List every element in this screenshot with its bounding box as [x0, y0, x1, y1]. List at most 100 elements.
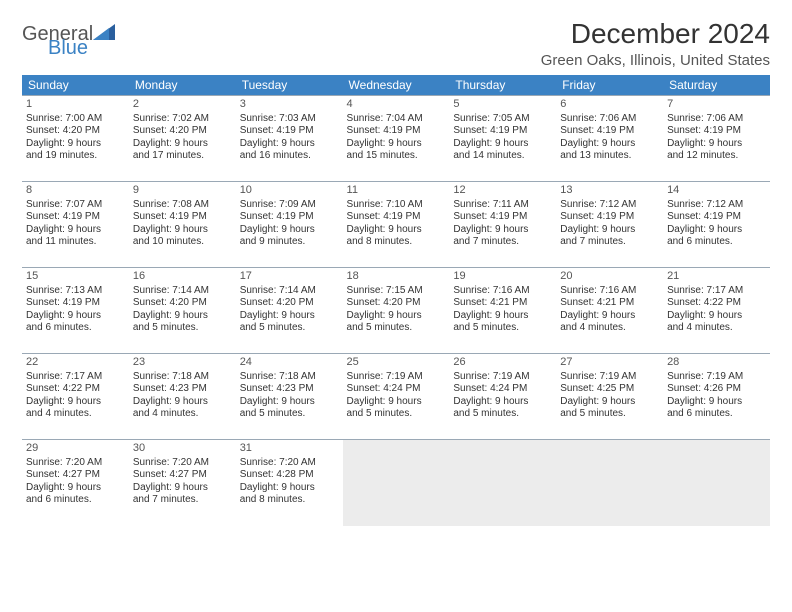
- daylight1-text: Daylight: 9 hours: [26, 138, 125, 151]
- day-number: 3: [240, 98, 339, 112]
- weekday-header: Thursday: [449, 75, 556, 96]
- sunrise-text: Sunrise: 7:19 AM: [347, 371, 446, 384]
- header: General Blue December 2024 Green Oaks, I…: [22, 18, 770, 69]
- calendar-week: 1Sunrise: 7:00 AMSunset: 4:20 PMDaylight…: [22, 96, 770, 182]
- calendar-day-cell: 10Sunrise: 7:09 AMSunset: 4:19 PMDayligh…: [236, 182, 343, 268]
- calendar-day-cell: 25Sunrise: 7:19 AMSunset: 4:24 PMDayligh…: [343, 354, 450, 440]
- daylight2-text: and 4 minutes.: [133, 408, 232, 421]
- sunrise-text: Sunrise: 7:12 AM: [667, 199, 766, 212]
- page-title: December 2024: [541, 18, 770, 50]
- day-number: 11: [347, 184, 446, 198]
- sunrise-text: Sunrise: 7:19 AM: [560, 371, 659, 384]
- day-number: 16: [133, 270, 232, 284]
- day-number: 22: [26, 356, 125, 370]
- daylight2-text: and 7 minutes.: [560, 236, 659, 249]
- sunset-text: Sunset: 4:20 PM: [240, 297, 339, 310]
- daylight2-text: and 12 minutes.: [667, 150, 766, 163]
- weekday-header: Tuesday: [236, 75, 343, 96]
- sunrise-text: Sunrise: 7:12 AM: [560, 199, 659, 212]
- sunrise-text: Sunrise: 7:16 AM: [560, 285, 659, 298]
- sunrise-text: Sunrise: 7:14 AM: [133, 285, 232, 298]
- daylight2-text: and 17 minutes.: [133, 150, 232, 163]
- sunrise-text: Sunrise: 7:05 AM: [453, 113, 552, 126]
- daylight2-text: and 11 minutes.: [26, 236, 125, 249]
- day-number: 19: [453, 270, 552, 284]
- calendar-day-cell: 22Sunrise: 7:17 AMSunset: 4:22 PMDayligh…: [22, 354, 129, 440]
- daylight2-text: and 8 minutes.: [347, 236, 446, 249]
- calendar-day-cell: 3Sunrise: 7:03 AMSunset: 4:19 PMDaylight…: [236, 96, 343, 182]
- day-number: 24: [240, 356, 339, 370]
- sunset-text: Sunset: 4:19 PM: [133, 211, 232, 224]
- sunset-text: Sunset: 4:24 PM: [347, 383, 446, 396]
- sunset-text: Sunset: 4:19 PM: [453, 211, 552, 224]
- sunset-text: Sunset: 4:21 PM: [560, 297, 659, 310]
- sunset-text: Sunset: 4:24 PM: [453, 383, 552, 396]
- calendar-table: Sunday Monday Tuesday Wednesday Thursday…: [22, 75, 770, 526]
- sunset-text: Sunset: 4:27 PM: [133, 469, 232, 482]
- daylight1-text: Daylight: 9 hours: [560, 224, 659, 237]
- calendar-week: 15Sunrise: 7:13 AMSunset: 4:19 PM Dayligh…: [22, 268, 770, 354]
- calendar-day-cell: 8Sunrise: 7:07 AMSunset: 4:19 PMDaylight…: [22, 182, 129, 268]
- daylight1-text: Daylight: 9 hours: [133, 138, 232, 151]
- sunset-text: Sunset: 4:22 PM: [667, 297, 766, 310]
- daylight1-text: Daylight: 9 hours: [453, 224, 552, 237]
- brand-logo: General Blue: [22, 18, 115, 58]
- header-right: December 2024 Green Oaks, Illinois, Unit…: [541, 18, 770, 69]
- daylight1-text: Daylight: 9 hours: [240, 138, 339, 151]
- sunrise-text: Sunrise: 7:20 AM: [133, 457, 232, 470]
- day-number: 8: [26, 184, 125, 198]
- calendar-day-cell: 21Sunrise: 7:17 AMSunset: 4:22 PMDayligh…: [663, 268, 770, 354]
- sunset-text: Sunset: 4:21 PM: [453, 297, 552, 310]
- sunset-text: Sunset: 4:19 PM: [347, 125, 446, 138]
- calendar-day-cell: 12Sunrise: 7:11 AMSunset: 4:19 PMDayligh…: [449, 182, 556, 268]
- sunset-text: Sunset: 4:22 PM: [26, 383, 125, 396]
- daylight2-text: and 5 minutes.: [133, 322, 232, 335]
- daylight1-text: Daylight: 9 hours: [240, 396, 339, 409]
- daylight1-text: Daylight: 9 hours: [240, 224, 339, 237]
- sunset-text: Sunset: 4:19 PM: [26, 297, 125, 310]
- daylight2-text: and 4 minutes.: [667, 322, 766, 335]
- day-number: 27: [560, 356, 659, 370]
- daylight1-text: Daylight: 9 hours: [560, 138, 659, 151]
- sunrise-text: Sunrise: 7:08 AM: [133, 199, 232, 212]
- day-number: 28: [667, 356, 766, 370]
- calendar-week: 22Sunrise: 7:17 AMSunset: 4:22 PM Dayligh…: [22, 354, 770, 440]
- calendar-day-cell: 24Sunrise: 7:18 AMSunset: 4:23 PMDayligh…: [236, 354, 343, 440]
- daylight2-text: and 4 minutes.: [560, 322, 659, 335]
- calendar-day-cell: 28Sunrise: 7:19 AMSunset: 4:26 PMDayligh…: [663, 354, 770, 440]
- sunrise-text: Sunrise: 7:07 AM: [26, 199, 125, 212]
- day-number: 6: [560, 98, 659, 112]
- day-number: 7: [667, 98, 766, 112]
- day-number: 18: [347, 270, 446, 284]
- sunrise-text: Sunrise: 7:17 AM: [26, 371, 125, 384]
- day-number: 14: [667, 184, 766, 198]
- sunrise-text: Sunrise: 7:15 AM: [347, 285, 446, 298]
- day-number: 29: [26, 442, 125, 456]
- daylight1-text: Daylight: 9 hours: [26, 482, 125, 495]
- daylight2-text: and 19 minutes.: [26, 150, 125, 163]
- sunset-text: Sunset: 4:19 PM: [240, 125, 339, 138]
- sunset-text: Sunset: 4:19 PM: [560, 211, 659, 224]
- day-number: 9: [133, 184, 232, 198]
- sunrise-text: Sunrise: 7:16 AM: [453, 285, 552, 298]
- day-number: 15: [26, 270, 125, 284]
- calendar-day-cell: 31Sunrise: 7:20 AMSunset: 4:28 PMDayligh…: [236, 440, 343, 526]
- daylight1-text: Daylight: 9 hours: [560, 310, 659, 323]
- sunset-text: Sunset: 4:23 PM: [133, 383, 232, 396]
- sunset-text: Sunset: 4:20 PM: [26, 125, 125, 138]
- calendar-day-cell: 5Sunrise: 7:05 AMSunset: 4:19 PMDaylight…: [449, 96, 556, 182]
- sunset-text: Sunset: 4:20 PM: [347, 297, 446, 310]
- daylight2-text: and 8 minutes.: [240, 494, 339, 507]
- sunrise-text: Sunrise: 7:13 AM: [26, 285, 125, 298]
- daylight1-text: Daylight: 9 hours: [133, 482, 232, 495]
- calendar-day-cell: 30Sunrise: 7:20 AMSunset: 4:27 PMDayligh…: [129, 440, 236, 526]
- sunrise-text: Sunrise: 7:09 AM: [240, 199, 339, 212]
- sunrise-text: Sunrise: 7:10 AM: [347, 199, 446, 212]
- daylight1-text: Daylight: 9 hours: [453, 396, 552, 409]
- day-number: 26: [453, 356, 552, 370]
- day-number: 5: [453, 98, 552, 112]
- daylight1-text: Daylight: 9 hours: [453, 310, 552, 323]
- sunset-text: Sunset: 4:27 PM: [26, 469, 125, 482]
- sunset-text: Sunset: 4:19 PM: [240, 211, 339, 224]
- day-number: 17: [240, 270, 339, 284]
